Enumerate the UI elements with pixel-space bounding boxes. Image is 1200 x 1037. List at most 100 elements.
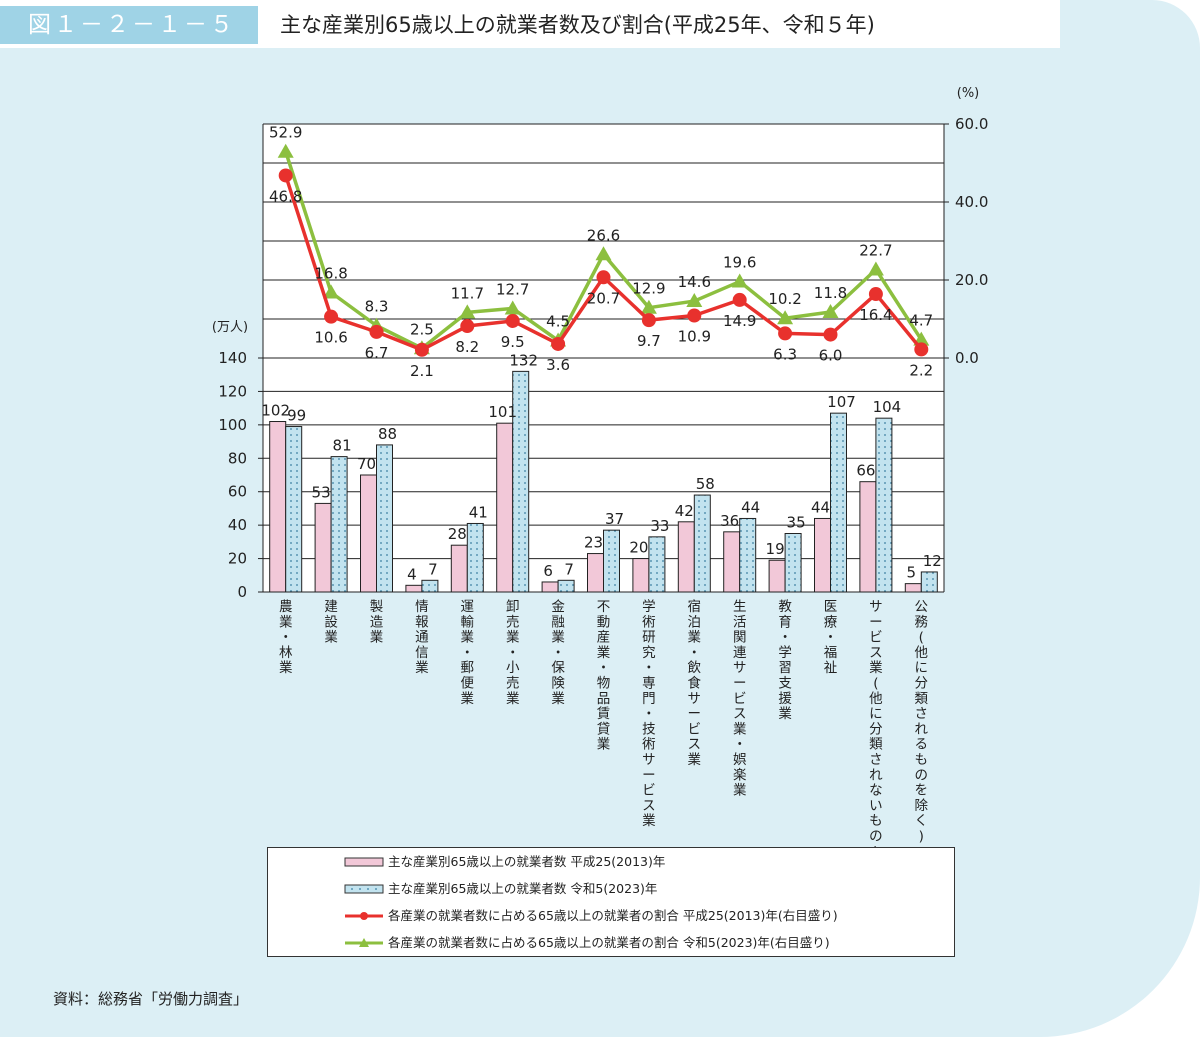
y-tick-label-right: 20.0 <box>955 271 988 289</box>
category-label: 学術研究・専門・技術サービス業 <box>642 599 656 829</box>
bar-2023-value-label: 88 <box>378 425 397 443</box>
legend-label: 主な産業別65歳以上の就業者数 令和5(2023)年 <box>388 881 658 896</box>
bar-2023 <box>920 571 938 593</box>
bar-2013-value-label: 20 <box>629 539 648 557</box>
line-2023-marker <box>595 246 612 261</box>
line-2023-value-label: 4.5 <box>546 312 570 330</box>
category-label: 金融業・保険業 <box>551 599 565 707</box>
bar-2013-value-label: 36 <box>720 512 739 530</box>
bar-2023-value-label: 132 <box>509 351 538 369</box>
line-2013-value-label: 2.1 <box>410 362 434 380</box>
line-2013-marker <box>324 309 339 324</box>
bar-2023 <box>875 417 893 593</box>
line-2023-value-label: 26.6 <box>587 226 620 244</box>
line-2013-value-label: 14.9 <box>723 312 756 330</box>
line-2013-value-label: 46.8 <box>269 187 302 205</box>
bar-2013-value-label: 23 <box>584 534 603 552</box>
line-2023-value-label: 22.7 <box>859 241 892 259</box>
line-2013-marker <box>278 168 293 183</box>
line-2023-marker <box>323 284 340 299</box>
category-label: 生活関連サービス業・娯楽業 <box>733 599 747 799</box>
bar-2023-value-label: 33 <box>650 517 669 535</box>
bar-2023 <box>466 522 484 593</box>
category-label: 不動産業・物品賃貸業 <box>597 599 611 753</box>
bar-2013-value-label: 102 <box>261 402 290 420</box>
line-2023-value-label: 8.3 <box>365 298 389 316</box>
line-2013-marker <box>823 327 838 342</box>
line-2013-marker <box>641 313 656 328</box>
line-2023-value-label: 12.9 <box>632 280 665 298</box>
category-label: 製造業 <box>370 599 384 646</box>
bar-2013 <box>677 521 695 593</box>
line-2013-marker <box>414 342 429 357</box>
y-tick-label-left: 100 <box>218 416 247 434</box>
source-note: 資料：総務省「労働力調査」 <box>53 990 249 1008</box>
y-tick-label-left: 40 <box>228 516 247 534</box>
bar-2023-value-label: 107 <box>827 393 856 411</box>
legend-swatch-line-2023 <box>345 938 383 947</box>
bar-2013 <box>450 544 468 593</box>
line-2013-value-label: 20.7 <box>587 289 620 307</box>
bar-2013-value-label: 28 <box>448 525 467 543</box>
bar-2023-value-label: 7 <box>564 560 574 578</box>
bar-2023-value-label: 81 <box>333 437 352 455</box>
bar-2013-value-label: 6 <box>543 562 553 580</box>
bar-2023-value-label: 44 <box>741 498 760 516</box>
figure-header: 図１－２－１－５ 主な産業別65歳以上の就業者数及び割合(平成25年、令和５年) <box>0 0 1200 46</box>
line-2013-marker <box>687 308 702 323</box>
line-2013-value-label: 2.2 <box>909 361 933 379</box>
bar-2013 <box>314 502 332 593</box>
bar-2013-value-label: 53 <box>312 483 331 501</box>
line-2013-value-label: 6.7 <box>365 344 389 362</box>
bar-2013 <box>587 553 604 593</box>
line-2023-value-label: 10.2 <box>768 290 801 308</box>
line-2013-value-label: 10.6 <box>314 329 347 347</box>
y-tick-label-left: 20 <box>228 550 247 568</box>
line-2013-value-label: 9.5 <box>501 333 525 351</box>
y-tick-label-left: 80 <box>228 449 247 467</box>
y-tick-label-left: 60 <box>228 483 247 501</box>
y-axis-unit-left: (万人) <box>212 320 248 335</box>
bar-2013-value-label: 66 <box>856 462 875 480</box>
line-2023-value-label: 4.7 <box>909 312 933 330</box>
category-label: 卸売業・小売業 <box>506 599 520 707</box>
figure-number: 図１－２－１－５ <box>0 6 258 44</box>
line-2023-value-label: 12.7 <box>496 280 529 298</box>
legend-swatch-bar-2013 <box>344 857 384 867</box>
line-2023-value-label: 11.8 <box>814 284 847 302</box>
bar-2013 <box>723 531 741 593</box>
y-tick-label-right: 60.0 <box>955 115 988 133</box>
y-tick-label-left: 0 <box>237 583 247 601</box>
bar-2013 <box>814 517 831 593</box>
line-2023-value-label: 19.6 <box>723 254 756 272</box>
bar-2023-value-label: 99 <box>287 407 306 425</box>
line-2013-marker <box>778 326 793 341</box>
bar-2023 <box>739 517 757 593</box>
line-2023-marker <box>777 310 794 325</box>
y-tick-label-left: 140 <box>218 349 247 367</box>
bar-2023 <box>648 536 666 593</box>
bar-2013-value-label: 4 <box>407 565 417 583</box>
line-2023-value-label: 52.9 <box>269 124 302 142</box>
line-2013-marker <box>914 342 929 357</box>
line-2013-value-label: 6.0 <box>819 347 843 365</box>
bar-2023 <box>421 579 439 593</box>
line-2013-marker <box>596 270 611 285</box>
category-label: サービス業(他に分類されないもの) <box>869 599 883 860</box>
bar-2023 <box>603 529 620 593</box>
category-label: 情報通信業 <box>415 599 429 676</box>
bar-2013 <box>269 421 287 593</box>
line-2023-marker <box>822 303 839 318</box>
bar-2013 <box>632 558 650 593</box>
category-label: 医療・福祉 <box>824 599 838 676</box>
line-2023-marker <box>686 293 703 308</box>
category-label: 農業・林業 <box>279 599 293 676</box>
bar-2013 <box>904 583 922 593</box>
bar-2023 <box>557 579 575 593</box>
line-2013-marker <box>868 287 883 302</box>
bar-2023 <box>830 412 847 593</box>
line-2023-marker <box>459 304 476 319</box>
bar-2013 <box>768 559 786 593</box>
category-label: 建設業 <box>324 599 338 646</box>
